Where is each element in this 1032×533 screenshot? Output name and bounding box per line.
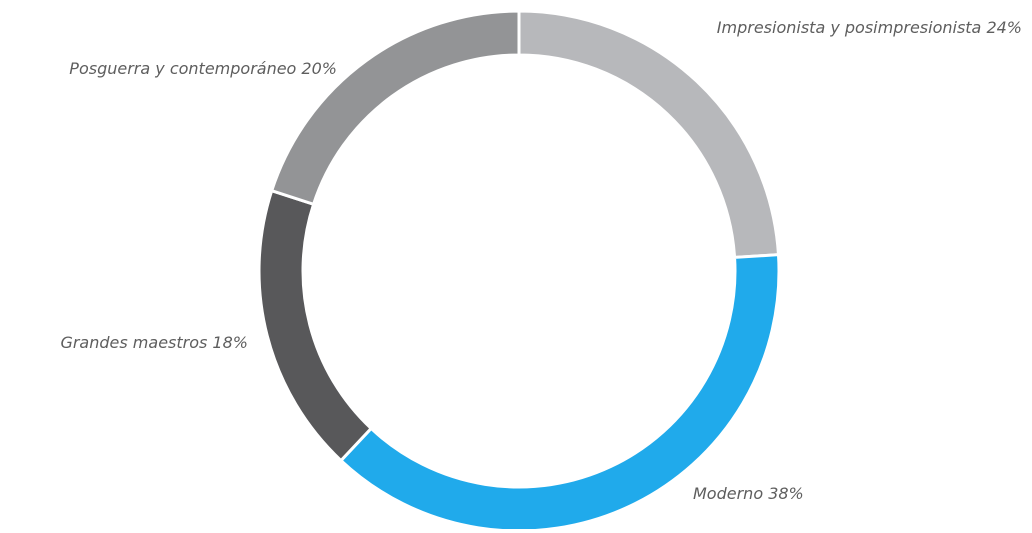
donut-slices (257, 9, 781, 533)
donut-slice-posguerra (269, 9, 521, 207)
donut-slice-grandes-maestros (257, 188, 374, 463)
slice-label-moderno: Moderno 38% (693, 484, 804, 503)
slice-label-posguerra: Posguerra y contemporáneo 20% (69, 59, 337, 78)
slice-labels: Impresionista y posimpresionista 24% Mod… (60, 18, 1022, 503)
slice-label-grandes-maestros: Grandes maestros 18% (60, 333, 248, 352)
donut-slice-impresionista (517, 9, 781, 260)
slice-label-impresionista: Impresionista y posimpresionista 24% (717, 18, 1022, 37)
